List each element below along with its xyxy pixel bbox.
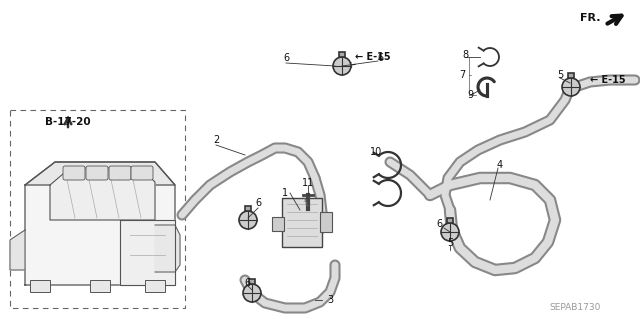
Text: 6: 6 (255, 198, 261, 208)
Polygon shape (50, 168, 155, 220)
Text: ← E-15: ← E-15 (590, 75, 626, 85)
Text: SEPAB1730: SEPAB1730 (549, 303, 601, 313)
Polygon shape (25, 162, 175, 185)
Text: 3: 3 (327, 295, 333, 305)
FancyBboxPatch shape (63, 166, 85, 180)
FancyBboxPatch shape (131, 166, 153, 180)
Circle shape (562, 78, 580, 96)
FancyBboxPatch shape (86, 166, 108, 180)
FancyBboxPatch shape (568, 73, 574, 78)
Bar (30, 280, 50, 292)
Text: 6: 6 (244, 278, 250, 288)
Polygon shape (155, 225, 180, 272)
FancyBboxPatch shape (447, 218, 453, 223)
Circle shape (441, 223, 459, 241)
Circle shape (243, 284, 261, 302)
Text: 8: 8 (462, 50, 468, 60)
FancyBboxPatch shape (109, 166, 131, 180)
Circle shape (333, 57, 351, 75)
FancyBboxPatch shape (339, 52, 345, 57)
Text: ← E-15: ← E-15 (355, 52, 390, 62)
Polygon shape (10, 230, 25, 270)
Text: 7: 7 (459, 70, 465, 80)
Bar (320, 212, 332, 232)
Text: 2: 2 (213, 135, 219, 145)
Text: FR.: FR. (580, 13, 600, 23)
Text: 6: 6 (377, 53, 383, 63)
Bar (145, 280, 165, 292)
Text: B-17-20: B-17-20 (45, 117, 91, 127)
Text: 5: 5 (447, 238, 453, 248)
Text: 1: 1 (282, 188, 288, 198)
Bar (272, 217, 284, 231)
Polygon shape (120, 220, 175, 285)
Text: 6: 6 (436, 219, 442, 229)
Circle shape (239, 211, 257, 229)
FancyBboxPatch shape (282, 198, 322, 247)
Text: 9: 9 (467, 90, 473, 100)
Bar (90, 280, 110, 292)
Text: 5: 5 (557, 70, 563, 80)
Bar (10, 110, 185, 308)
FancyBboxPatch shape (245, 206, 251, 211)
Text: 6: 6 (283, 53, 289, 63)
FancyBboxPatch shape (249, 279, 255, 284)
Text: 11: 11 (302, 178, 314, 188)
Text: 4: 4 (497, 160, 503, 170)
Text: 10: 10 (370, 147, 382, 157)
Polygon shape (25, 162, 175, 285)
